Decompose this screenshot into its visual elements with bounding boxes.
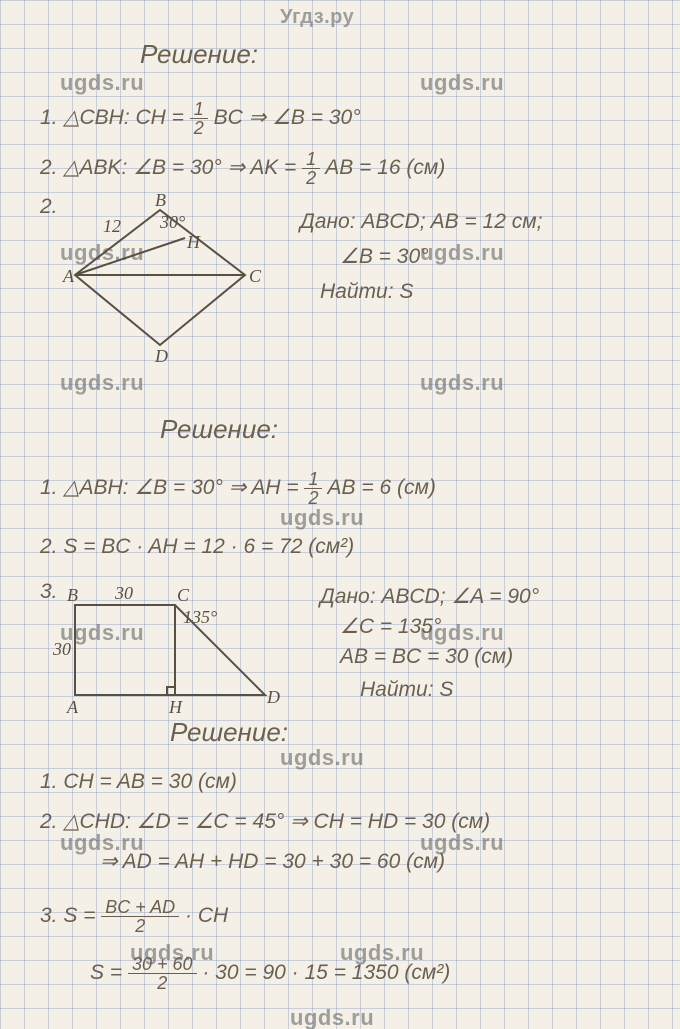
label-b: B: [155, 190, 166, 210]
label-d: D: [266, 687, 280, 707]
text: AB = 16 (см): [325, 156, 445, 179]
text: 1. △ABH: ∠B = 30° ⇒ AH =: [40, 476, 304, 499]
text: 3. S =: [40, 904, 101, 927]
watermark: ugds.ru: [290, 1005, 374, 1029]
text: S =: [90, 961, 128, 984]
trapezoid-diagram: B C A D H 30 30 135°: [65, 585, 285, 720]
frac-num: 1: [302, 150, 320, 169]
site-header: Угдз.ру: [280, 6, 354, 29]
trapezoid-shape: [75, 605, 265, 695]
frac-den: 2: [128, 974, 197, 992]
label-side-12: 12: [103, 216, 121, 236]
problem-3-number: 3.: [40, 580, 58, 603]
problem-2-find: Найти: S: [320, 280, 413, 303]
step-3-4: S = 30 + 60 2 · 30 = 90 · 15 = 1350 (см²…: [90, 955, 450, 992]
fraction-30-60: 30 + 60 2: [128, 955, 197, 992]
step-1-1: 1. △CBH: CH = 1 2 BC ⇒ ∠B = 30°: [40, 100, 361, 137]
frac-den: 2: [101, 917, 179, 935]
label-angle-135: 135°: [183, 607, 217, 627]
step-3-2b: ⇒ AD = AH + HD = 30 + 30 = 60 (см): [100, 850, 445, 873]
label-a: A: [66, 697, 79, 717]
watermark: ugds.ru: [420, 70, 504, 96]
problem-3-given-3: AB = BC = 30 (см): [340, 645, 513, 668]
solution-title-2: Решение:: [160, 415, 278, 444]
label-b: B: [67, 585, 78, 605]
fraction-half: 1 2: [304, 470, 322, 507]
step-3-3: 3. S = BC + AD 2 · CH: [40, 898, 228, 935]
text: · CH: [185, 904, 228, 927]
label-top-30: 30: [114, 583, 133, 603]
label-left-30: 30: [52, 639, 71, 659]
problem-3-find: Найти: S: [360, 678, 453, 701]
problem-3-given-2: ∠C = 135°: [340, 615, 441, 638]
label-c: C: [177, 585, 190, 605]
text: BC ⇒ ∠B = 30°: [214, 106, 361, 129]
watermark: ugds.ru: [420, 370, 504, 396]
solution-title-3: Решение:: [170, 718, 288, 747]
problem-2-given-2: ∠B = 30°: [340, 245, 429, 268]
frac-den: 2: [304, 489, 322, 507]
step-3-1: 1. CH = AB = 30 (см): [40, 770, 237, 793]
frac-num: 30 + 60: [128, 955, 197, 974]
fraction-bc-ad: BC + AD 2: [101, 898, 179, 935]
label-angle-30: 30°: [159, 212, 185, 232]
text: AB = 6 (см): [328, 476, 436, 499]
watermark: ugds.ru: [60, 370, 144, 396]
label-h: H: [168, 697, 183, 717]
frac-num: 1: [304, 470, 322, 489]
label-a: A: [62, 266, 75, 286]
rhombus-diagram: A B C D H 12 30°: [55, 200, 265, 370]
label-d: D: [154, 346, 168, 366]
height-ah: [75, 238, 185, 275]
problem-3-given: Дано: ABCD; ∠A = 90°: [320, 585, 539, 608]
fraction-half: 1 2: [190, 100, 208, 137]
frac-den: 2: [190, 119, 208, 137]
step-2-1: 1. △ABH: ∠B = 30° ⇒ AH = 1 2 AB = 6 (см): [40, 470, 436, 507]
frac-num: BC + AD: [101, 898, 179, 917]
label-h: H: [186, 232, 201, 252]
label-c: C: [249, 266, 262, 286]
right-angle-mark: [167, 687, 175, 695]
watermark: ugds.ru: [280, 505, 364, 531]
page: Угдз.ру ugds.ru ugds.ru ugds.ru ugds.ru …: [0, 0, 680, 1029]
problem-2-given: Дано: ABCD; AB = 12 см;: [300, 210, 542, 233]
solution-title-1: Решение:: [140, 40, 258, 69]
step-3-2: 2. △CHD: ∠D = ∠C = 45° ⇒ CH = HD = 30 (с…: [40, 810, 490, 833]
frac-num: 1: [190, 100, 208, 119]
watermark: ugds.ru: [60, 70, 144, 96]
step-2-2: 2. S = BC · AH = 12 · 6 = 72 (см²): [40, 535, 354, 558]
frac-den: 2: [302, 169, 320, 187]
text: · 30 = 90 · 15 = 1350 (см²): [202, 961, 450, 984]
watermark: ugds.ru: [420, 240, 504, 266]
fraction-half: 1 2: [302, 150, 320, 187]
watermark: ugds.ru: [280, 745, 364, 771]
text: 2. △ABK: ∠B = 30° ⇒ AK =: [40, 156, 302, 179]
step-1-2: 2. △ABK: ∠B = 30° ⇒ AK = 1 2 AB = 16 (см…: [40, 150, 445, 187]
text: 1. △CBH: CH =: [40, 106, 190, 129]
